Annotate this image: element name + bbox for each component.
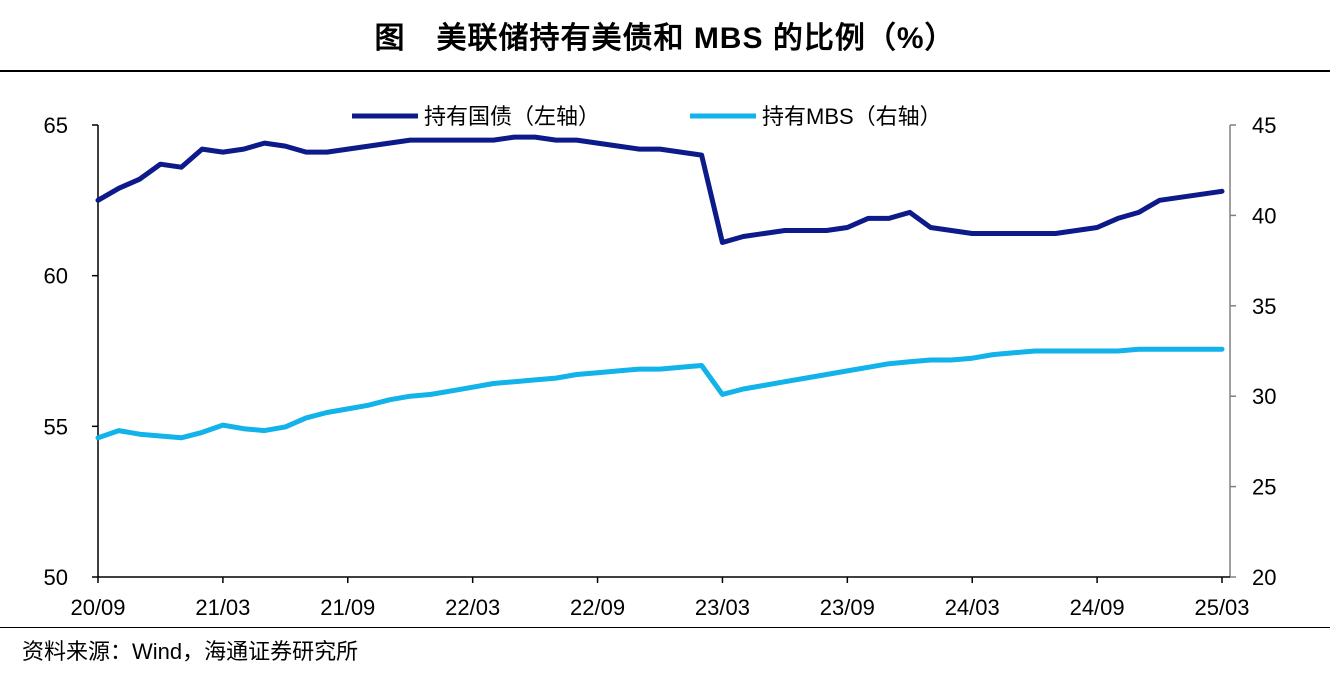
left-tick-label: 60 bbox=[44, 264, 68, 289]
left-tick-label: 50 bbox=[44, 565, 68, 590]
right-tick-label: 25 bbox=[1252, 475, 1276, 500]
x-tick-label: 24/09 bbox=[1070, 595, 1125, 620]
x-tick-label: 20/09 bbox=[70, 595, 125, 620]
legend-label-mbs: 持有MBS（右轴） bbox=[762, 104, 942, 129]
source-note: 资料来源：Wind，海通证券研究所 bbox=[22, 639, 359, 664]
right-tick-label: 40 bbox=[1252, 203, 1276, 228]
x-tick-label: 22/03 bbox=[445, 595, 500, 620]
series-line-treasury bbox=[95, 134, 1225, 245]
series-layer bbox=[95, 134, 1225, 441]
title-divider bbox=[0, 70, 1330, 72]
legend: 持有国债（左轴） 持有MBS（右轴） bbox=[352, 104, 942, 129]
right-tick-label: 35 bbox=[1252, 294, 1276, 319]
x-tick-label: 21/09 bbox=[320, 595, 375, 620]
x-tick-label: 21/03 bbox=[195, 595, 250, 620]
x-tick-label: 23/03 bbox=[695, 595, 750, 620]
chart-title: 图 美联储持有美债和 MBS 的比例（%） bbox=[374, 22, 956, 55]
source-divider bbox=[0, 627, 1330, 628]
right-tick-label: 20 bbox=[1252, 565, 1276, 590]
ticks-layer: 50 55 60 65 20 25 30 35 40 45 20/09 21/03 21/09 22/03… bbox=[44, 113, 1277, 620]
right-tick-label: 45 bbox=[1252, 113, 1276, 138]
left-tick-label: 55 bbox=[44, 414, 68, 439]
x-tick-label: 22/09 bbox=[570, 595, 625, 620]
right-tick-label: 30 bbox=[1252, 384, 1276, 409]
legend-label-treasury: 持有国债（左轴） bbox=[424, 104, 600, 129]
x-tick-label: 23/09 bbox=[820, 595, 875, 620]
left-tick-label: 65 bbox=[44, 113, 68, 138]
series-line-mbs bbox=[95, 346, 1225, 441]
x-tick-label: 25/03 bbox=[1194, 595, 1249, 620]
x-tick-label: 24/03 bbox=[945, 595, 1000, 620]
